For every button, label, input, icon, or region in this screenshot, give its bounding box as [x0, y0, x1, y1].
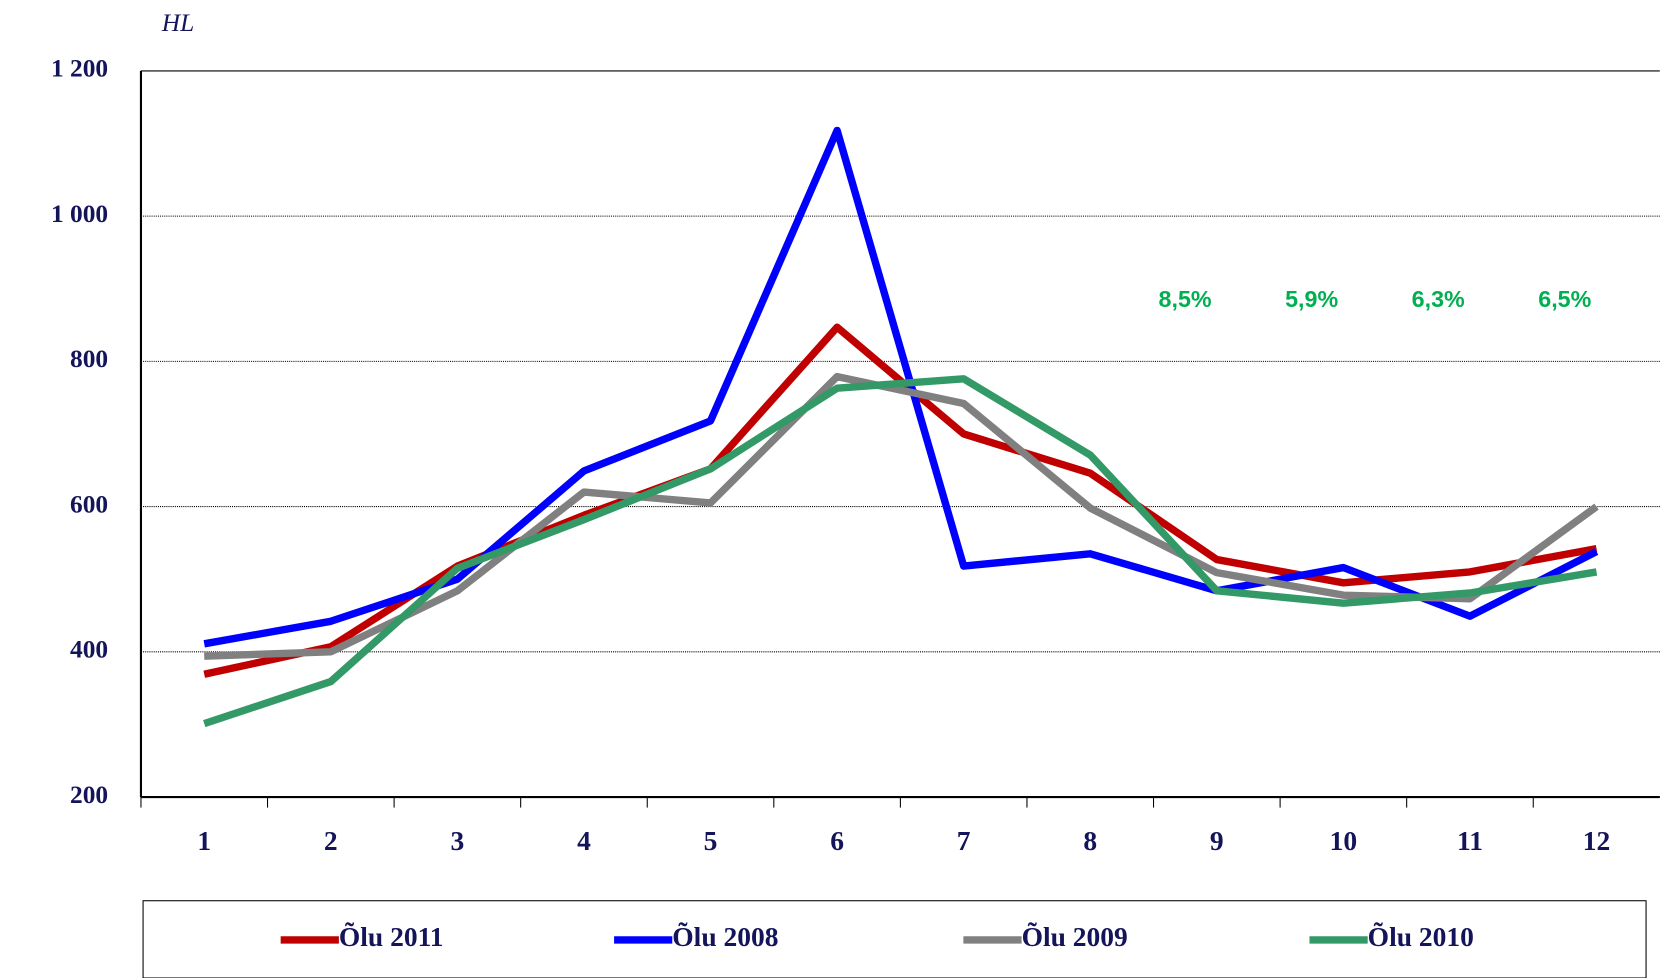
x-tick-label: 1	[197, 825, 211, 856]
y-tick-label: 1 200	[51, 55, 108, 83]
legend-label: Õlu 2009	[1022, 921, 1128, 952]
y-tick-label: 400	[70, 636, 108, 664]
line-series	[203, 323, 1598, 678]
x-tick-label: 9	[1210, 825, 1224, 856]
y-tick-label: 600	[70, 490, 108, 518]
x-tick-label: 4	[577, 825, 591, 856]
x-tick-label: 10	[1330, 825, 1358, 856]
x-tick-label: 6	[830, 825, 844, 856]
legend-label: Õlu 2008	[672, 921, 778, 952]
x-tick-label: 11	[1457, 825, 1483, 856]
legend-label: Õlu 2011	[339, 921, 444, 952]
y-tick-label: 800	[70, 345, 108, 373]
y-tick-label: 200	[70, 781, 108, 809]
legend-box	[142, 900, 1647, 978]
x-tick-label: 8	[1083, 825, 1097, 856]
y-axis-title: HL	[161, 9, 194, 37]
line-series	[204, 372, 1599, 660]
x-tick-label: 7	[957, 825, 971, 856]
x-tick-label: 2	[324, 825, 338, 856]
x-tick-label: 12	[1583, 825, 1610, 856]
annotation: 6,3%	[1412, 286, 1465, 312]
annotation: 8,5%	[1159, 286, 1212, 312]
x-tick-label: 3	[451, 825, 465, 856]
annotation: 6,5%	[1538, 286, 1591, 312]
legend-label: Õlu 2010	[1368, 921, 1474, 952]
line-series	[203, 375, 1598, 728]
annotation: 5,9%	[1285, 286, 1338, 312]
y-tick-label: 1 000	[51, 200, 108, 228]
x-tick-label: 5	[704, 825, 718, 856]
